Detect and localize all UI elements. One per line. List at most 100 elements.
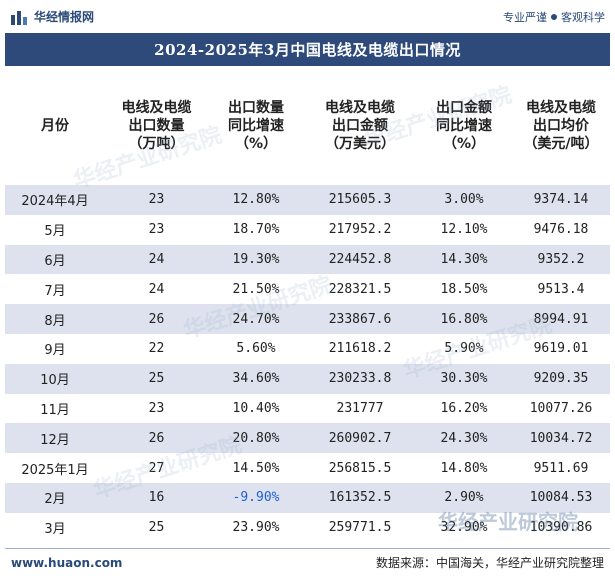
cell-avg-price: 9352.2 bbox=[512, 244, 610, 275]
table-row: 2024年4月 23 12.80% 215605.3 3.00% 9374.14 bbox=[5, 185, 610, 215]
cell-value-yoy: 14.80% bbox=[416, 453, 512, 483]
cell-export-quantity: 24 bbox=[105, 274, 208, 305]
table-row: 8月 26 24.70% 233867.6 16.80% 8994.91 bbox=[5, 304, 610, 334]
site-link[interactable]: www.huaon.com bbox=[11, 555, 123, 570]
cell-month: 6月 bbox=[5, 244, 105, 275]
cell-quantity-yoy: 24.70% bbox=[208, 304, 304, 334]
brand-name: 华经情报网 bbox=[34, 10, 95, 24]
cell-export-quantity: 16 bbox=[105, 482, 208, 513]
column-header-avg-price: 电线及电缆 出口均价 （美元/吨） bbox=[523, 99, 599, 152]
watermark-corner: 华经产业研究院 bbox=[438, 510, 578, 534]
cell-export-quantity: 25 bbox=[105, 512, 208, 543]
cell-value-yoy: 5.90% bbox=[416, 333, 512, 364]
cell-quantity-yoy: 12.80% bbox=[208, 185, 304, 215]
cell-export-value: 233867.6 bbox=[304, 304, 416, 334]
page-title: 2024-2025年3月中国电线及电缆出口情况 bbox=[5, 33, 610, 66]
export-table: 月份 电线及电缆 出口数量 （万吨） 出口数量 同比增速 （%） 电线及电缆 出… bbox=[5, 66, 610, 543]
table-row: 10月 25 34.60% 230233.8 30.30% 9209.35 bbox=[5, 363, 610, 394]
cell-export-value: 231777 bbox=[304, 393, 416, 424]
column-header-quantity-yoy: 出口数量 同比增速 （%） bbox=[228, 99, 284, 152]
column-header-export-value: 电线及电缆 出口金额 （万美元） bbox=[325, 99, 395, 152]
cell-quantity-yoy: -9.90% bbox=[208, 482, 304, 513]
cell-avg-price: 9476.18 bbox=[512, 214, 610, 245]
cell-month: 7月 bbox=[5, 274, 105, 305]
table-row: 6月 24 19.30% 224452.8 14.30% 9352.2 bbox=[5, 244, 610, 275]
cell-month: 3月 bbox=[5, 512, 105, 543]
table-row: 5月 23 18.70% 217952.2 12.10% 9476.18 bbox=[5, 214, 610, 245]
cell-value-yoy: 14.30% bbox=[416, 244, 512, 275]
cell-value-yoy: 3.00% bbox=[416, 185, 512, 215]
chart-bars-logo-icon bbox=[10, 9, 28, 25]
bullet-dot-icon bbox=[551, 13, 557, 20]
table-row: 7月 24 21.50% 228321.5 18.50% 9513.4 bbox=[5, 274, 610, 305]
table-header-row: 月份 电线及电缆 出口数量 （万吨） 出口数量 同比增速 （%） 电线及电缆 出… bbox=[5, 66, 610, 185]
cell-export-value: 224452.8 bbox=[304, 244, 416, 275]
brand[interactable]: 华经情报网 bbox=[10, 8, 94, 25]
slogan: 专业严谨 客观科学 bbox=[503, 9, 605, 25]
cell-value-yoy: 12.10% bbox=[416, 214, 512, 245]
cell-quantity-yoy: 20.80% bbox=[208, 423, 304, 454]
cell-value-yoy: 16.80% bbox=[416, 304, 512, 334]
cell-export-value: 161352.5 bbox=[304, 482, 416, 513]
cell-month: 9月 bbox=[5, 333, 105, 364]
table-body: 2024年4月 23 12.80% 215605.3 3.00% 9374.14 5月 23 1… bbox=[5, 185, 610, 543]
table-row: 12月 26 20.80% 260902.7 24.30% 10034.72 bbox=[5, 423, 610, 454]
cell-export-quantity: 23 bbox=[105, 185, 208, 215]
cell-month: 2024年4月 bbox=[5, 185, 105, 215]
cell-value-yoy: 16.20% bbox=[416, 393, 512, 424]
cell-avg-price: 10077.26 bbox=[512, 393, 610, 424]
cell-avg-price: 9209.35 bbox=[512, 363, 610, 394]
cell-avg-price: 9513.4 bbox=[512, 274, 610, 305]
footer: www.huaon.com 数据来源：中国海关，华经产业研究院整理 bbox=[5, 548, 610, 576]
cell-export-value: 259771.5 bbox=[304, 512, 416, 543]
cell-quantity-yoy: 19.30% bbox=[208, 244, 304, 275]
column-header-export-quantity: 电线及电缆 出口数量 （万吨） bbox=[121, 99, 192, 152]
cell-month: 10月 bbox=[5, 363, 105, 394]
cell-value-yoy: 18.50% bbox=[416, 274, 512, 305]
cell-export-value: 215605.3 bbox=[304, 185, 416, 215]
cell-month: 12月 bbox=[5, 423, 105, 454]
cell-value-yoy: 30.30% bbox=[416, 363, 512, 394]
cell-export-quantity: 27 bbox=[105, 453, 208, 483]
cell-export-quantity: 26 bbox=[105, 423, 208, 454]
cell-value-yoy: 32.90% bbox=[416, 512, 512, 543]
table-row: 9月 22 5.60% 211618.2 5.90% 9619.01 bbox=[5, 333, 610, 364]
cell-avg-price: 10390.86 bbox=[512, 512, 610, 543]
cell-avg-price: 8994.91 bbox=[512, 304, 610, 334]
cell-export-quantity: 25 bbox=[105, 363, 208, 394]
cell-month: 8月 bbox=[5, 304, 105, 334]
column-header-month: 月份 bbox=[41, 117, 69, 134]
cell-avg-price: 10084.53 bbox=[512, 482, 610, 513]
table-row: 11月 23 10.40% 231777 16.20% 10077.26 bbox=[5, 393, 610, 424]
top-bar: 华经情报网 专业严谨 客观科学 bbox=[0, 0, 615, 33]
cell-export-value: 230233.8 bbox=[304, 363, 416, 394]
cell-month: 2025年1月 bbox=[5, 453, 105, 483]
cell-quantity-yoy: 34.60% bbox=[208, 363, 304, 394]
cell-value-yoy: 2.90% bbox=[416, 482, 512, 513]
column-header-value-yoy: 出口金额 同比增速 （%） bbox=[436, 99, 492, 152]
cell-export-value: 217952.2 bbox=[304, 214, 416, 245]
cell-quantity-yoy: 23.90% bbox=[208, 512, 304, 543]
cell-quantity-yoy: 14.50% bbox=[208, 453, 304, 483]
cell-export-quantity: 26 bbox=[105, 304, 208, 334]
data-source: 数据来源：中国海关，华经产业研究院整理 bbox=[375, 556, 604, 570]
cell-export-quantity: 22 bbox=[105, 333, 208, 364]
cell-month: 5月 bbox=[5, 214, 105, 245]
cell-quantity-yoy: 5.60% bbox=[208, 333, 304, 364]
slogan-right: 客观科学 bbox=[561, 10, 605, 24]
cell-export-value: 260902.7 bbox=[304, 423, 416, 454]
cell-value-yoy: 24.30% bbox=[416, 423, 512, 454]
table-row: 2025年1月 27 14.50% 256815.5 14.80% 9511.69 bbox=[5, 453, 610, 483]
slogan-left: 专业严谨 bbox=[503, 10, 547, 24]
cell-avg-price: 9619.01 bbox=[512, 333, 610, 364]
cell-avg-price: 10034.72 bbox=[512, 423, 610, 454]
cell-export-value: 256815.5 bbox=[304, 453, 416, 483]
cell-quantity-yoy: 10.40% bbox=[208, 393, 304, 424]
cell-export-value: 211618.2 bbox=[304, 333, 416, 364]
cell-quantity-yoy: 21.50% bbox=[208, 274, 304, 305]
table-row: 2月 16 -9.90% 161352.5 2.90% 10084.53 bbox=[5, 482, 610, 513]
data-table-container: 月份 电线及电缆 出口数量 （万吨） 出口数量 同比增速 （%） 电线及电缆 出… bbox=[5, 66, 610, 543]
cell-avg-price: 9374.14 bbox=[512, 185, 610, 215]
cell-month: 11月 bbox=[5, 393, 105, 424]
cell-export-quantity: 23 bbox=[105, 214, 208, 245]
